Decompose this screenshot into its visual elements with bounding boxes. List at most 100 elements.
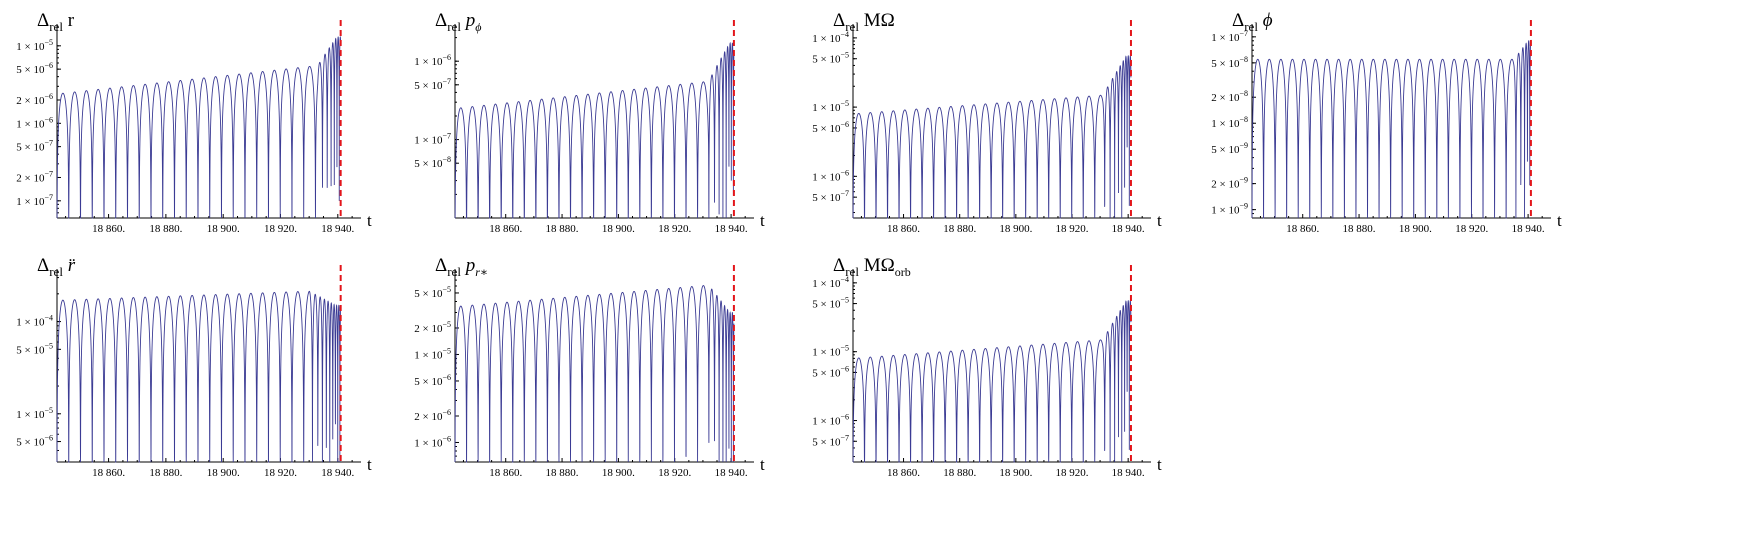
series-line (1251, 39, 1532, 219)
panel-title: Δrel ϕ (1232, 10, 1273, 34)
panel-title: Δrel r̈ (37, 255, 76, 279)
y-tick-label: 1 × 10−5 (812, 99, 849, 114)
x-tick-label: 18 880. (546, 223, 579, 235)
y-tick-label: 1 × 10−8 (1211, 115, 1248, 130)
x-tick-label: 18 900. (207, 223, 240, 235)
series-line (454, 285, 735, 463)
x-tick-label: 18 940. (715, 467, 748, 479)
x-tick-label: 18 920. (1056, 467, 1089, 479)
panel-dMOmega: Δrel MΩ 18 860. 18 880. 18 900. 18 920. 18 94… (812, 10, 1162, 235)
y-tick-label: 5 × 10−5 (16, 341, 53, 356)
x-axis-label: t (1157, 211, 1162, 230)
series-line (454, 41, 735, 219)
y-tick-label: 1 × 10−4 (812, 275, 849, 290)
title-sub: rel (1244, 19, 1258, 34)
title-sub: rel (845, 19, 859, 34)
y-tick-label: 1 × 10−5 (16, 38, 53, 53)
x-axis-label: t (367, 455, 372, 474)
x-tick-label: 18 920. (264, 467, 297, 479)
panel-dr: Δrel r 18 860. 18 880. 18 900. 18 920. 18 940… (16, 10, 372, 235)
y-tick-label: 5 × 10−7 (812, 433, 849, 448)
x-tick-label: 18 920. (264, 223, 297, 235)
y-tick-label: 5 × 10−7 (414, 77, 451, 92)
y-tick-label: 5 × 10−6 (16, 61, 53, 76)
x-tick-label: 18 900. (602, 467, 635, 479)
y-tick-label: 2 × 10−6 (414, 408, 451, 423)
x-tick-label: 18 880. (546, 467, 579, 479)
y-tick-label: 1 × 10−4 (16, 314, 53, 329)
x-tick-label: 18 860. (92, 467, 125, 479)
title-sub: rel (49, 19, 63, 34)
y-tick-label: 5 × 10−7 (16, 139, 53, 154)
y-tick-label: 2 × 10−7 (16, 169, 53, 184)
title-sub: rel (845, 264, 859, 279)
axes (852, 24, 1151, 219)
x-tick-label: 18 900. (602, 223, 635, 235)
y-tick-label: 5 × 10−5 (812, 296, 849, 311)
series-line (56, 36, 342, 219)
x-tick-label: 18 860. (887, 223, 920, 235)
panel-dphi: Δrel ϕ 18 860. 18 880. 18 900. 18 920. 18 940… (1211, 10, 1562, 235)
x-tick-label: 18 900. (999, 467, 1032, 479)
title-sub: rel (49, 264, 63, 279)
title-sub: rel (447, 264, 461, 279)
series-line (852, 55, 1132, 219)
title-main: Δ (435, 255, 447, 276)
series-line (56, 290, 342, 463)
y-tick-label: 1 × 10−6 (812, 413, 849, 428)
title-main: Δ (435, 10, 447, 31)
x-tick-label: 18 880. (149, 223, 182, 235)
title-tail: p (461, 255, 475, 276)
y-tick-label: 1 × 10−6 (414, 434, 451, 449)
x-axis-label: t (1157, 455, 1162, 474)
y-tick-label: 5 × 10−5 (414, 285, 451, 300)
y-tick-label: 5 × 10−6 (812, 120, 849, 135)
title-main: Δ (37, 10, 49, 31)
y-tick-label: 5 × 10−8 (414, 155, 451, 170)
x-tick-label: 18 880. (943, 467, 976, 479)
y-tick-label: 2 × 10−5 (414, 320, 451, 335)
panel-dpphi: Δrel pϕ 18 860. 18 880. 18 900. 18 920. 18 94… (414, 10, 765, 235)
y-tick-label: 1 × 10−6 (414, 53, 451, 68)
y-tick-label: 1 × 10−4 (812, 30, 849, 45)
title-tail: MΩ (859, 10, 895, 31)
x-tick-label: 18 940. (321, 467, 354, 479)
y-tick-label: 2 × 10−8 (1211, 89, 1248, 104)
x-tick-label: 18 920. (658, 223, 691, 235)
panel-drdd: Δrel r̈ 18 860. 18 880. 18 900. 18 920. 18 94… (16, 255, 372, 479)
panel-title: Δrel r (37, 10, 75, 34)
panel-title: Δrel MΩorb (833, 255, 911, 279)
series-line (852, 299, 1132, 463)
x-tick-label: 18 880. (149, 467, 182, 479)
y-tick-label: 5 × 10−8 (1211, 55, 1248, 70)
x-tick-label: 18 900. (207, 467, 240, 479)
title-tail: r̈ (63, 255, 76, 276)
x-tick-label: 18 940. (1112, 467, 1145, 479)
title-tail: ϕ (1258, 10, 1273, 31)
x-tick-label: 18 860. (1286, 223, 1319, 235)
y-tick-label: 1 × 10−7 (414, 132, 451, 147)
x-tick-label: 18 900. (999, 223, 1032, 235)
title-tail-sub: r∗ (475, 265, 488, 279)
y-tick-label: 1 × 10−7 (1211, 29, 1248, 44)
x-axis-label: t (367, 211, 372, 230)
y-tick-label: 5 × 10−6 (414, 373, 451, 388)
y-tick-label: 1 × 10−5 (414, 346, 451, 361)
x-tick-label: 18 920. (658, 467, 691, 479)
y-tick-label: 1 × 10−7 (16, 193, 53, 208)
x-tick-label: 18 920. (1455, 223, 1488, 235)
x-tick-label: 18 860. (92, 223, 125, 235)
panel-title: Δrel MΩ (833, 10, 895, 34)
panel-title: Δrel pr∗ (435, 255, 488, 279)
title-main: Δ (833, 10, 845, 31)
x-axis-label: t (760, 455, 765, 474)
y-tick-label: 2 × 10−6 (16, 92, 53, 107)
x-tick-label: 18 860. (489, 223, 522, 235)
y-tick-label: 1 × 10−5 (812, 344, 849, 359)
y-tick-label: 1 × 10−6 (16, 115, 53, 130)
x-tick-label: 18 880. (1343, 223, 1376, 235)
title-main: Δ (833, 255, 845, 276)
title-tail: p (461, 10, 475, 31)
y-tick-label: 1 × 10−5 (16, 406, 53, 421)
